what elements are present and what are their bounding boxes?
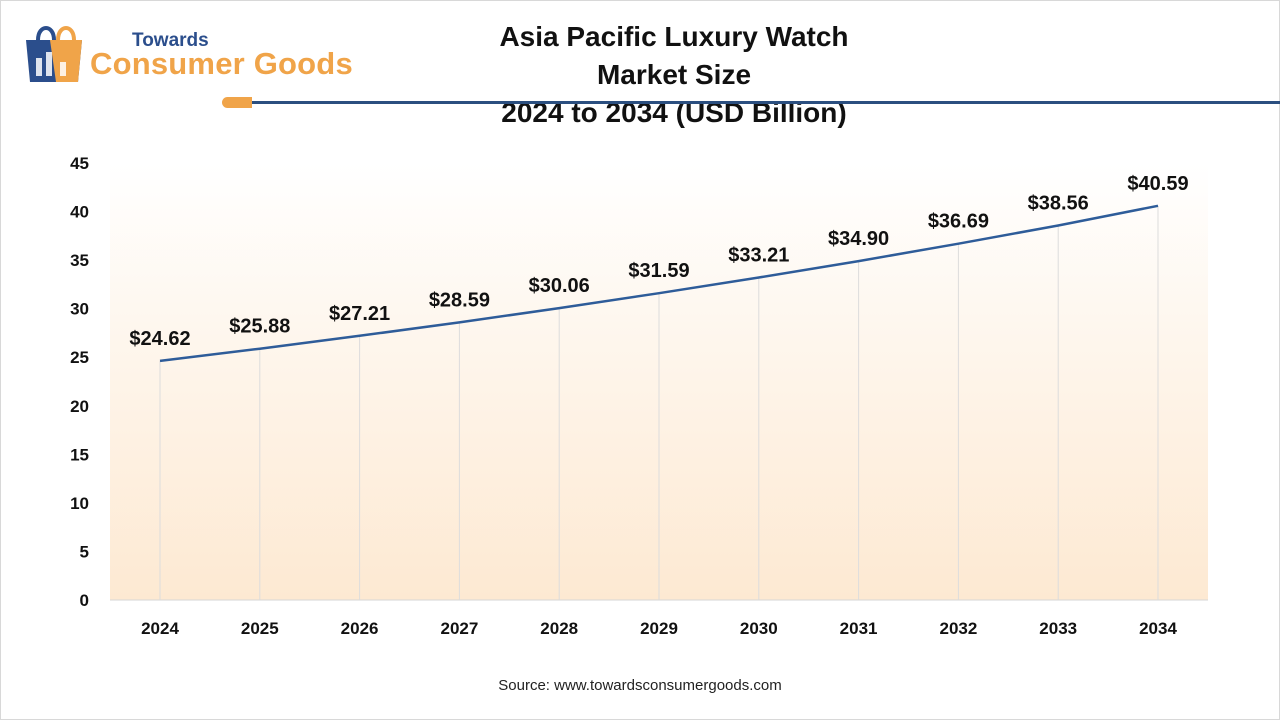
data-label: $34.90	[828, 228, 889, 250]
data-label: $25.88	[229, 316, 290, 338]
x-tick-label: 2027	[440, 619, 478, 638]
x-tick-label: 2025	[241, 619, 279, 638]
y-tick-label: 30	[70, 300, 89, 319]
data-label: $31.59	[628, 260, 689, 282]
y-tick-label: 35	[70, 251, 89, 270]
x-tick-label: 2028	[540, 619, 578, 638]
series-line	[159, 204, 1159, 363]
y-tick-label: 15	[70, 445, 89, 464]
y-tick-label: 40	[70, 203, 89, 222]
logo-text-big: Consumer Goods	[90, 46, 353, 81]
data-label: $30.06	[529, 275, 590, 297]
data-label: $24.62	[129, 328, 190, 350]
y-tick-label: 10	[70, 494, 89, 513]
y-axis: 0 5 10 15 20 25 30 35 40 45	[70, 154, 89, 610]
data-labels: $24.62 $25.88 $27.21 $28.59 $30.06 $31.59 $33.…	[129, 173, 1188, 350]
x-tick-label: 2029	[640, 619, 678, 638]
chart-title-line-1: Asia Pacific Luxury Watch Market Size	[499, 21, 849, 90]
header-rule	[252, 101, 1280, 104]
y-tick-label: 20	[70, 397, 89, 416]
x-tick-label: 2034	[1139, 619, 1177, 638]
x-axis: 2024 2025 2026 2027 2028 2029 2030 2031 2032 2033…	[141, 619, 1177, 638]
chart-title: Asia Pacific Luxury Watch Market Size 20…	[460, 18, 888, 132]
data-label: $40.59	[1127, 173, 1188, 195]
data-label: $28.59	[429, 289, 490, 311]
header-rule-tab	[222, 97, 252, 108]
data-label: $36.69	[928, 211, 989, 233]
gridlines	[110, 205, 1208, 601]
x-tick-label: 2030	[740, 619, 778, 638]
data-label: $27.21	[329, 303, 390, 325]
y-tick-label: 5	[80, 542, 89, 561]
x-tick-label: 2031	[840, 619, 878, 638]
shopping-bag-icon	[26, 26, 82, 82]
y-tick-label: 45	[70, 154, 89, 173]
brand-logo: Towards Consumer Goods	[20, 18, 380, 88]
data-label: $33.21	[728, 244, 789, 266]
x-tick-label: 2033	[1039, 619, 1077, 638]
x-tick-label: 2024	[141, 619, 179, 638]
y-tick-label: 25	[70, 348, 89, 367]
x-tick-label: 2026	[341, 619, 379, 638]
data-label: $38.56	[1028, 193, 1089, 215]
logo-text-small: Towards	[132, 30, 209, 51]
y-tick-label: 0	[80, 591, 89, 610]
source-note: Source: www.towardsconsumergoods.com	[498, 677, 782, 694]
x-tick-label: 2032	[939, 619, 977, 638]
